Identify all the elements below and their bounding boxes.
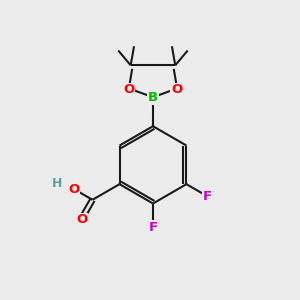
Text: F: F (202, 190, 211, 202)
Text: F: F (148, 221, 158, 234)
Text: O: O (124, 83, 135, 96)
Text: H: H (52, 177, 62, 190)
Text: O: O (76, 213, 87, 226)
Text: B: B (148, 92, 158, 104)
Text: O: O (171, 83, 182, 96)
Text: O: O (68, 183, 80, 196)
